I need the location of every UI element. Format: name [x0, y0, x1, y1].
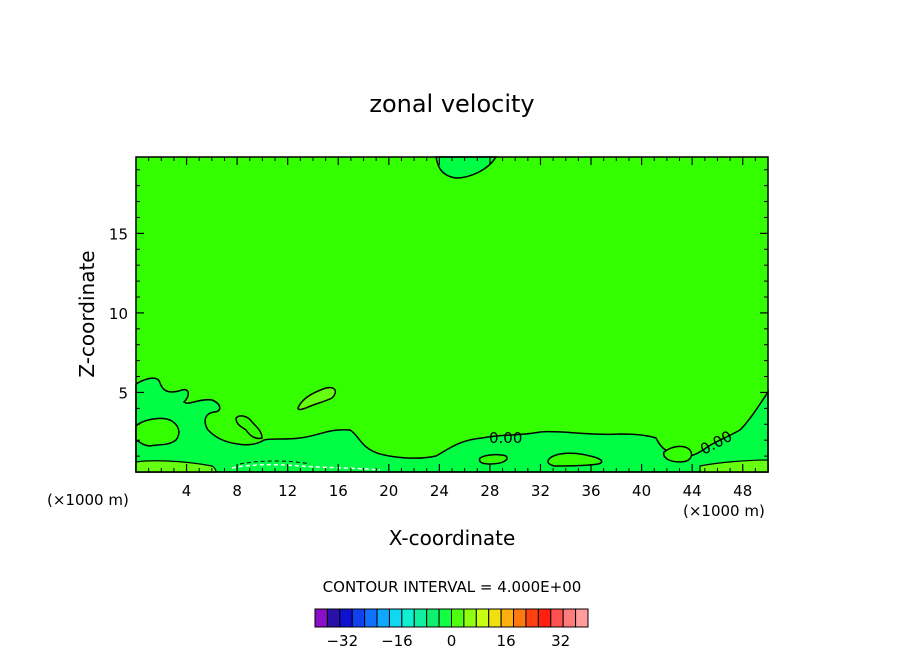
y-axis-label: Z-coordinate: [75, 250, 99, 377]
colorbar: [314, 608, 589, 628]
colorbar-swatch: [426, 608, 440, 628]
x-tick-label: 4: [182, 482, 192, 500]
x-axis-label: X-coordinate: [389, 526, 516, 550]
colorbar-swatch: [575, 608, 589, 628]
colorbar-tick-label: 0: [447, 632, 457, 650]
x-tick-label: 28: [480, 482, 499, 500]
colorbar-swatch: [314, 608, 328, 628]
colorbar-swatch: [326, 608, 341, 628]
left-island: [135, 417, 180, 447]
colorbar-tick-label: 32: [551, 632, 570, 650]
colorbar-swatch: [451, 608, 465, 628]
x-tick-label: 16: [329, 482, 348, 500]
colorbar-swatch: [562, 608, 577, 628]
colorbar-tick-label: −32: [326, 632, 358, 650]
negative-contour: [231, 463, 381, 471]
plot-area: 0.00 0.00: [135, 156, 769, 473]
y-axis-ticks: 5 10 15: [109, 169, 768, 457]
x-axis-ticks: 4 8 12 16 20 24 28 32 36 40 44 48: [148, 157, 756, 500]
small-loop-2: [478, 453, 508, 465]
small-loop-4: [662, 445, 693, 463]
x-tick-label: 40: [632, 482, 651, 500]
colorbar-swatch: [351, 608, 366, 628]
colorbar-swatch: [388, 608, 403, 628]
y-tick-label: 5: [118, 384, 128, 402]
colorbar-swatch: [513, 608, 527, 628]
colorbar-swatch: [488, 608, 502, 628]
colorbar-swatch: [376, 608, 390, 628]
x-tick-label: 24: [430, 482, 449, 500]
colorbar-swatch: [364, 608, 378, 628]
x-tick-label: 44: [683, 482, 702, 500]
x-unit-note-right: (×1000 m): [683, 502, 765, 520]
small-loop-3: [547, 452, 603, 467]
colorbar-ticks: −32 −16 0 16 32: [326, 632, 570, 650]
colorbar-tick-label: −16: [381, 632, 413, 650]
x-tick-label: 8: [232, 482, 242, 500]
colorbar-swatch: [537, 608, 552, 628]
x-tick-label: 48: [733, 482, 752, 500]
colorbar-swatch: [438, 608, 453, 628]
y-tick-label: 15: [109, 225, 128, 243]
positive-blob: [297, 386, 337, 411]
x-tick-label: 32: [531, 482, 550, 500]
x-tick-label: 36: [581, 482, 600, 500]
y-tick-label: 10: [109, 305, 128, 323]
colorbar-tick-label: 16: [497, 632, 516, 650]
colorbar-swatch: [463, 608, 477, 628]
x-tick-label: 12: [278, 482, 297, 500]
background-fill: [136, 157, 768, 472]
negative-contour-2: [239, 460, 311, 465]
contour-interval: CONTOUR INTERVAL = 4.000E+00: [323, 578, 582, 596]
colorbar-swatch: [550, 608, 564, 628]
colorbar-swatch: [475, 608, 490, 628]
x-tick-label: 20: [379, 482, 398, 500]
contour-label-mid: 0.00: [489, 429, 522, 447]
colorbar-swatch: [339, 608, 353, 628]
small-loop-1: [235, 415, 263, 440]
x-unit-note-left: (×1000 m): [47, 491, 129, 509]
colorbar-swatch: [401, 608, 415, 628]
colorbar-swatch: [500, 608, 515, 628]
chart-title: zonal velocity: [369, 90, 534, 118]
colorbar-swatch: [413, 608, 428, 628]
colorbar-swatch: [525, 608, 539, 628]
